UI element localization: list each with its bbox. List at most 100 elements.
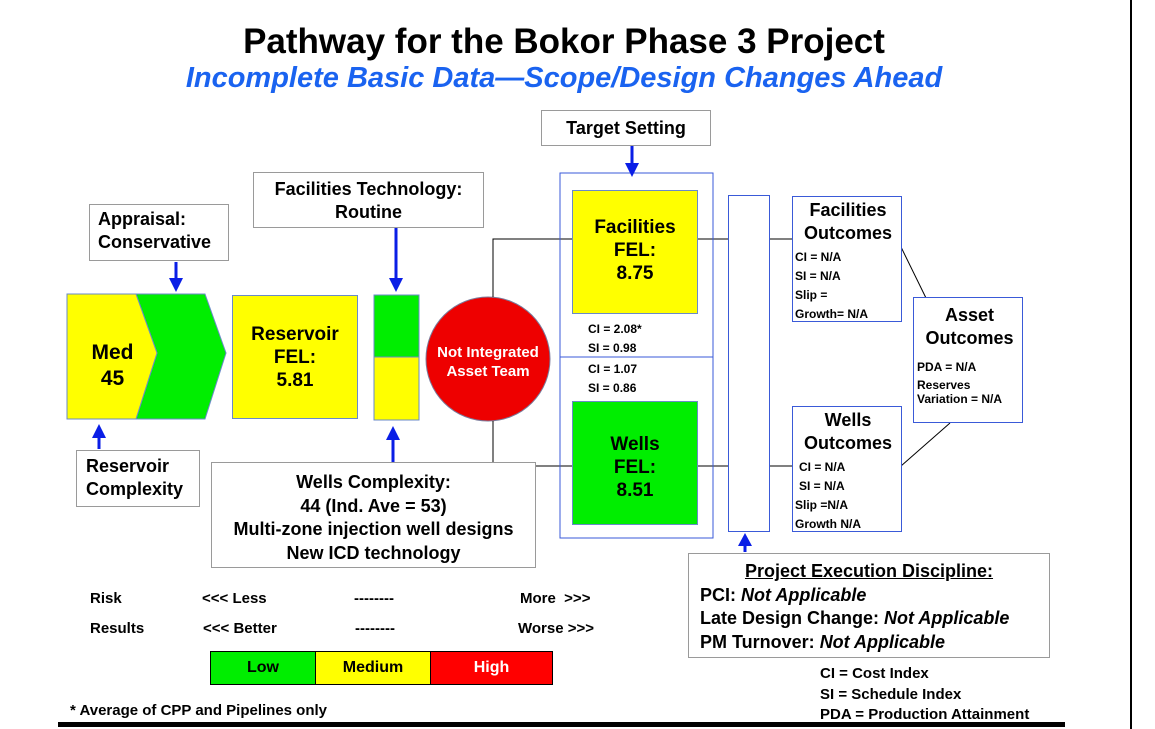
target-setting-box: Target Setting: [541, 110, 711, 146]
reservoir-complexity-line1: Reservoir: [86, 456, 170, 476]
target-setting-label: Target Setting: [566, 118, 686, 138]
wells-fel-line2: FEL:: [613, 457, 657, 478]
facilities-ci: CI = 2.08*: [588, 322, 642, 336]
asset-outcomes-reserves2: Variation = N/A: [917, 392, 1003, 406]
appraisal-box: Appraisal: Conservative: [89, 204, 229, 261]
wells-outcomes-si: SI = N/A: [799, 479, 845, 493]
legend-low: Low: [211, 652, 316, 684]
wells-outcomes-box: Wells Outcomes CI = N/A SI = N/A Slip =N…: [792, 406, 902, 532]
footnote: * Average of CPP and Pipelines only: [70, 702, 328, 719]
reservoir-complexity-box: Reservoir Complexity: [76, 450, 200, 507]
reservoir-complexity-level: Med 45: [75, 340, 150, 392]
wells-complexity-line3: Multi-zone injection well designs: [233, 519, 514, 539]
facilities-outcomes-slip1: Slip =: [795, 288, 828, 302]
ped-pmt: PM Turnover: Not Applicable: [700, 631, 1049, 655]
reservoir-chevron-yellow: [66, 293, 158, 420]
facilities-outcomes-ci: CI = N/A: [795, 250, 842, 264]
page-title: Pathway for the Bokor Phase 3 Project: [243, 22, 885, 61]
facilities-si: SI = 0.98: [588, 341, 637, 355]
wells-outcomes-ci: CI = N/A: [799, 460, 846, 474]
team-circle: [425, 296, 551, 422]
ped-pmt-value: Not Applicable: [819, 631, 946, 652]
wells-outcomes-values: CI = N/A SI = N/A Slip =N/A Growth N/A: [795, 455, 901, 534]
facilities-technology-line2: Routine: [335, 202, 402, 222]
legend-risk-more: More >>>: [520, 590, 591, 607]
facilities-fel-line1: Facilities: [594, 217, 676, 238]
wells-fel-line1: Wells: [610, 434, 660, 455]
facilities-technology-box: Facilities Technology: Routine: [253, 172, 484, 228]
ped-pci-value: Not Applicable: [741, 584, 867, 605]
asset-outcomes-line2: Outcomes: [925, 328, 1014, 348]
team-label: Not Integrated Asset Team: [426, 343, 550, 381]
legend-medium: Medium: [316, 652, 431, 684]
wells-complexity-line2: 44 (Ind. Ave = 53): [300, 495, 447, 516]
ped-ldc-value: Not Applicable: [884, 608, 1010, 628]
legend-scale: Low Medium High: [210, 651, 553, 685]
appraisal-line1: Appraisal:: [98, 209, 187, 229]
wells-indices: CI = 1.07 SI = 0.86: [588, 360, 637, 398]
bottom-bar: [58, 722, 1065, 727]
wells-outcomes-slip1: Slip =N/A: [795, 498, 849, 512]
wells-outcomes-title: Wells Outcomes: [795, 409, 901, 455]
ped-ldc: Late Design Change: Not Applicable: [700, 607, 1049, 631]
asset-outcomes-box: Asset Outcomes PDA = N/A Reserves Variat…: [913, 297, 1023, 423]
execution-bar: [728, 195, 770, 532]
asset-outcomes-title: Asset Outcomes: [917, 304, 1022, 350]
appraisal-line2: Conservative: [98, 232, 212, 252]
facilities-outcomes-line1: Facilities: [809, 200, 887, 220]
ped-pmt-label: PM Turnover:: [700, 631, 815, 652]
wells-complexity-line4: New ICD technology: [286, 542, 461, 563]
abbrev-si: SI = Schedule Index: [820, 685, 962, 703]
wells-ci: CI = 1.07: [588, 362, 638, 376]
facilities-outcomes-si: SI = N/A: [795, 269, 841, 283]
facilities-fel-value: 8.75: [616, 263, 654, 284]
reservoir-level-text: Med: [91, 341, 134, 364]
legend-results-label: Results: [90, 620, 145, 637]
legend-results-better: <<< Better: [203, 620, 277, 637]
legend-results-worse: Worse >>>: [518, 620, 595, 637]
legend-risk-label: Risk: [90, 590, 122, 607]
wells-outcomes-line2: Outcomes: [803, 433, 893, 453]
ped-heading: Project Execution Discipline:: [744, 561, 994, 581]
wells-outcomes-line1: Wells: [824, 410, 872, 430]
connector-team-facilities: [492, 238, 572, 297]
ped-ldc-label: Late Design Change:: [700, 608, 880, 628]
asset-outcomes-line1: Asset: [944, 305, 995, 325]
facilities-outcomes-values: CI = N/A SI = N/A Slip = Growth= N/A: [795, 245, 901, 324]
fel-container: [559, 172, 714, 539]
asset-outcomes-values: PDA = N/A Reserves Variation = N/A: [917, 350, 1022, 406]
reservoir-score-text: 45: [100, 367, 125, 390]
ped-pci-label: PCI:: [700, 584, 736, 605]
legend-risk-dash: --------: [354, 590, 394, 607]
asset-outcomes-pda: PDA = N/A: [917, 360, 977, 374]
reservoir-fel-box: Reservoir FEL: 5.81: [232, 295, 358, 419]
legend-high: High: [431, 652, 552, 684]
facilities-outcomes-slip2: Growth= N/A: [795, 307, 869, 321]
facilities-fel-box: Facilities FEL: 8.75: [572, 190, 698, 314]
facilities-outcomes-title: Facilities Outcomes: [795, 199, 901, 245]
reservoir-complexity-line2: Complexity: [86, 479, 184, 499]
tech-block-green: [373, 294, 420, 358]
right-edge-line: [1130, 0, 1132, 729]
wells-si: SI = 0.86: [588, 381, 637, 395]
team-line2: Asset Team: [446, 363, 530, 380]
facilities-indices: CI = 2.08* SI = 0.98: [588, 320, 642, 358]
reservoir-fel-line2: FEL:: [273, 347, 317, 368]
wells-fel-box: Wells FEL: 8.51: [572, 401, 698, 525]
wells-complexity-box: Wells Complexity: 44 (Ind. Ave = 53) Mul…: [211, 462, 536, 568]
reservoir-fel-value: 5.81: [276, 370, 314, 391]
ped-box: Project Execution Discipline: PCI: Not A…: [688, 553, 1050, 658]
abbreviations: CI = Cost Index SI = Schedule Index PDA …: [820, 664, 1029, 726]
abbrev-ci: CI = Cost Index: [820, 665, 929, 682]
facilities-technology-line1: Facilities Technology:: [274, 179, 463, 199]
reservoir-fel-line1: Reservoir: [251, 324, 339, 345]
wells-fel-value: 8.51: [616, 480, 654, 501]
wells-complexity-line1: Wells Complexity:: [296, 472, 451, 492]
page-subtitle: Incomplete Basic Data—Scope/Design Chang…: [185, 62, 943, 94]
ped-pci: PCI: Not Applicable: [700, 584, 1049, 608]
wells-outcomes-slip2: Growth N/A: [795, 517, 861, 531]
legend-risk-less: <<< Less: [202, 590, 267, 607]
facilities-outcomes-box: Facilities Outcomes CI = N/A SI = N/A Sl…: [792, 196, 902, 322]
facilities-outcomes-line2: Outcomes: [803, 223, 893, 243]
